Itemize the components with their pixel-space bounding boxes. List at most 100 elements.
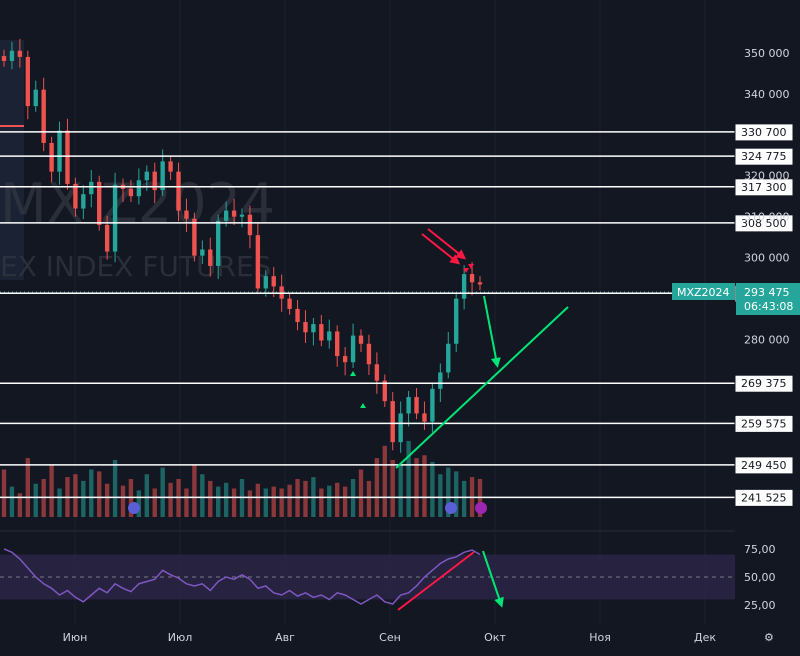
rsi-line xyxy=(3,548,481,605)
candle-body xyxy=(97,181,102,225)
candle-body xyxy=(255,235,261,289)
candle-body xyxy=(287,298,292,309)
volume-bar xyxy=(358,469,364,517)
volume-bar xyxy=(81,480,86,517)
volume-bar xyxy=(208,480,213,517)
candle-body xyxy=(25,56,30,107)
volume-bar xyxy=(279,488,284,517)
volume-bar xyxy=(398,464,403,517)
settings-icon[interactable]: ⚙ xyxy=(764,631,774,644)
level-label-bg xyxy=(734,123,794,142)
candle-body xyxy=(200,249,205,256)
left-highlight-zone xyxy=(0,40,24,280)
candle-body xyxy=(231,210,237,217)
volume-bar xyxy=(461,480,467,517)
volume-bar xyxy=(263,488,268,517)
volume-bar xyxy=(97,471,102,517)
candle-body xyxy=(469,274,475,283)
signal-arrow-red-2[interactable] xyxy=(427,228,467,260)
volume-bar xyxy=(414,458,419,517)
candle-body xyxy=(454,298,459,344)
candle-body xyxy=(89,181,94,195)
volume-bar xyxy=(287,484,292,517)
candle-body xyxy=(144,171,149,181)
volume-bar xyxy=(446,467,451,517)
time-tick-label: Окт xyxy=(484,631,506,644)
volume-bar xyxy=(406,441,411,517)
forecast-arrow-green[interactable] xyxy=(483,295,501,368)
candle-body xyxy=(446,343,451,373)
trend-line-green[interactable] xyxy=(395,306,569,469)
volume-bar xyxy=(303,480,308,517)
level-label-bg xyxy=(734,178,794,197)
candle-body xyxy=(184,210,189,219)
candle-body xyxy=(65,130,70,184)
candle-body xyxy=(390,401,395,443)
price-tick-label: 350 000 xyxy=(744,47,790,60)
candle-body xyxy=(342,356,348,363)
candle-body xyxy=(295,308,300,323)
time-tick-label: Июн xyxy=(63,631,88,644)
volume-bar xyxy=(1,469,7,517)
candle-body xyxy=(358,335,364,344)
candle-body xyxy=(223,210,229,221)
volume-bar xyxy=(374,458,380,517)
candle-body xyxy=(327,331,332,341)
rsi-forecast-arrow-green[interactable] xyxy=(482,550,504,608)
price-tick-label: 340 000 xyxy=(744,88,790,101)
earnings-icon[interactable] xyxy=(475,502,487,514)
candle-body xyxy=(57,130,62,172)
level-label: 269 375 xyxy=(741,377,787,390)
dividend-icon-1[interactable] xyxy=(128,502,140,514)
volume-bar xyxy=(438,474,443,517)
price-tick-label: 320 000 xyxy=(744,170,790,183)
volume-bar xyxy=(422,455,427,517)
candle-body xyxy=(247,214,253,236)
candle-body xyxy=(81,194,86,209)
level-label-bg xyxy=(734,374,794,393)
time-tick-label: Июл xyxy=(168,631,193,644)
candle-body xyxy=(49,142,54,172)
price-tick-label: 280 000 xyxy=(744,334,790,347)
volume-bar xyxy=(57,488,62,517)
grid xyxy=(74,0,706,625)
watermark-name: EX INDEX FUTURES xyxy=(0,250,271,283)
sell-marker-1 xyxy=(463,268,469,273)
level-label: 317 300 xyxy=(741,181,787,194)
price-axis-ticks: 350 000 340 000 320 000 310 000 300 000 280 0… xyxy=(744,47,790,347)
candle-body xyxy=(112,184,118,252)
time-tick-label: Дек xyxy=(694,631,716,644)
volume-bar xyxy=(430,461,435,517)
signal-arrow-red-1[interactable] xyxy=(421,233,461,265)
volume-bar xyxy=(9,486,15,517)
level-label-bg xyxy=(734,147,794,166)
candle-body xyxy=(168,161,173,172)
level-label: 330 700 xyxy=(741,126,787,139)
level-label-bg xyxy=(734,214,794,233)
level-label: 324 775 xyxy=(741,150,787,163)
time-axis: Июн Июл Авг Сен Окт Ноя Дек xyxy=(63,631,717,644)
candle-body xyxy=(73,183,78,209)
level-label-bg xyxy=(734,414,794,433)
volume-bar xyxy=(33,483,38,517)
volume-bar xyxy=(112,460,118,517)
candle-body xyxy=(374,364,380,381)
main-pane-bg xyxy=(0,0,735,520)
symbol-badge: MXZ2024 xyxy=(677,286,730,299)
buy-marker-2 xyxy=(360,403,366,408)
rsi-trend-red[interactable] xyxy=(397,551,475,611)
price-axis-bg xyxy=(735,0,800,652)
candle-body xyxy=(216,220,221,266)
volume-bar xyxy=(168,482,173,517)
price-tick-label: 300 000 xyxy=(744,252,790,265)
volume-bar xyxy=(136,490,142,517)
volume-bar xyxy=(335,482,340,517)
volume-bar xyxy=(17,493,23,517)
candle-body xyxy=(208,249,213,266)
dividend-icon-2[interactable] xyxy=(445,502,457,514)
volume-bar xyxy=(104,483,110,517)
volume-bar xyxy=(223,482,229,517)
candle-body xyxy=(271,276,276,287)
rsi-tick-label: 75,00 xyxy=(744,543,776,556)
